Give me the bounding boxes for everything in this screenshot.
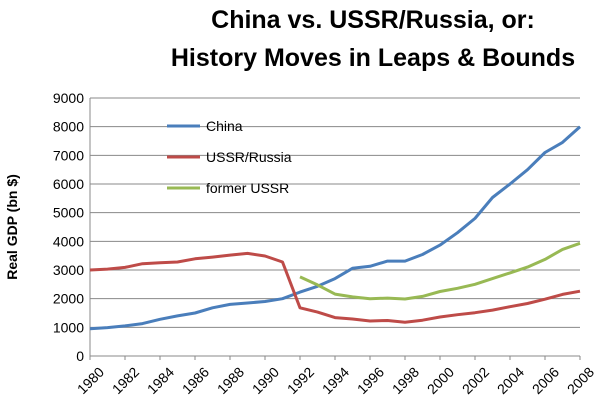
y-axis-label: Real GDP (bn $) bbox=[4, 174, 20, 280]
x-tick-label: 2000 bbox=[424, 364, 457, 397]
x-axis-tick-labels: 1980 1982 1984 1986 1988 1990 1992 1994 1996 1998… bbox=[74, 356, 597, 397]
x-tick-label: 1988 bbox=[214, 364, 247, 397]
legend: China USSR/Russia former USSR bbox=[167, 118, 292, 196]
y-tick-label: 2000 bbox=[53, 291, 84, 307]
legend-label-china: China bbox=[206, 118, 243, 134]
x-tick-label: 1986 bbox=[179, 364, 212, 397]
x-tick-label: 1994 bbox=[319, 364, 352, 397]
x-tick-label: 1992 bbox=[284, 364, 317, 397]
x-tick-label: 2004 bbox=[494, 364, 527, 397]
x-tick-label: 1984 bbox=[144, 364, 177, 397]
chart-title-line-1: China vs. USSR/Russia, or: bbox=[211, 6, 535, 34]
y-tick-label: 7000 bbox=[53, 147, 84, 163]
x-tick-label: 1990 bbox=[249, 364, 282, 397]
series-lines bbox=[89, 125, 582, 331]
y-tick-label: 4000 bbox=[53, 233, 84, 249]
chart-title-line-2: History Moves in Leaps & Bounds bbox=[171, 44, 575, 72]
y-tick-label: 5000 bbox=[53, 205, 84, 221]
y-axis-tick-labels: 0 1000 2000 3000 4000 5000 6000 7000 8000 9000 bbox=[53, 90, 84, 364]
y-tick-label: 9000 bbox=[53, 90, 84, 106]
gridlines bbox=[90, 97, 580, 328]
series-line-former-ussr bbox=[299, 241, 581, 301]
y-tick-label: 8000 bbox=[53, 119, 84, 135]
x-tick-label: 2002 bbox=[459, 364, 492, 397]
x-tick-label: 1980 bbox=[74, 364, 107, 397]
x-tick-label: 1982 bbox=[109, 364, 142, 397]
y-tick-label: 1000 bbox=[53, 319, 84, 335]
x-tick-label: 2006 bbox=[529, 364, 562, 397]
y-tick-label: 6000 bbox=[53, 176, 84, 192]
series-line-ussr-russia bbox=[89, 251, 581, 324]
x-tick-label: 1998 bbox=[389, 364, 422, 397]
series-line-china bbox=[89, 125, 582, 331]
legend-label-ussr-russia: USSR/Russia bbox=[206, 149, 292, 165]
y-tick-label: 3000 bbox=[53, 262, 84, 278]
legend-label-former-ussr: former USSR bbox=[206, 180, 289, 196]
y-tick-label: 0 bbox=[76, 348, 84, 364]
x-tick-label: 2008 bbox=[564, 364, 597, 397]
x-tick-label: 1996 bbox=[354, 364, 387, 397]
